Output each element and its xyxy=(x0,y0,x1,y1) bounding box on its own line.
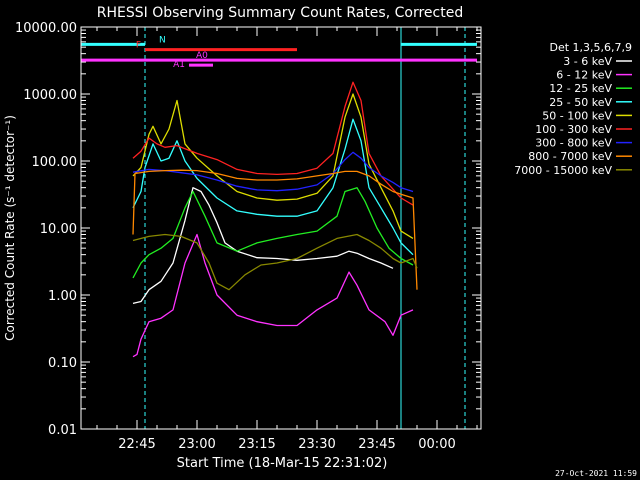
legend-label: 50 - 100 keV xyxy=(542,109,612,122)
series-line xyxy=(132,233,414,358)
y-tick-label: 100.00 xyxy=(32,155,78,170)
series-line xyxy=(132,187,414,279)
legend-header: Det 1,3,5,6,7,9 xyxy=(549,41,632,54)
legend-label: 800 - 7000 keV xyxy=(528,150,612,163)
legend-label: 3 - 6 keV xyxy=(563,55,612,68)
flag-label: A1 xyxy=(173,60,185,70)
series-line xyxy=(132,118,414,256)
legend-label: 300 - 800 keV xyxy=(535,137,612,150)
legend-label: 100 - 300 keV xyxy=(535,123,612,136)
chart-title: RHESSI Observing Summary Count Rates, Co… xyxy=(97,5,463,21)
legend-label: 7000 - 15000 keV xyxy=(514,164,612,177)
flag-label: N xyxy=(159,35,166,45)
y-tick-label: 1000.00 xyxy=(23,88,77,103)
legend-label: 12 - 25 keV xyxy=(549,82,612,95)
series-line xyxy=(132,233,418,291)
y-tick-label: 1.00 xyxy=(48,289,77,304)
legend-label: 6 - 12 keV xyxy=(556,69,612,82)
timestamp: 27-Oct-2021 11:59 xyxy=(555,469,637,478)
series-line xyxy=(132,151,414,193)
series-line xyxy=(132,81,414,206)
y-tick-label: 10000.00 xyxy=(15,21,77,36)
series-line xyxy=(132,93,414,239)
series-line xyxy=(132,187,394,305)
plot-frame xyxy=(80,26,482,430)
x-tick-label: 22:45 xyxy=(118,437,155,452)
x-tick-label: 00:00 xyxy=(418,437,455,452)
x-axis-label: Start Time (18-Mar-15 22:31:02) xyxy=(177,456,388,471)
legend-label: 25 - 50 keV xyxy=(549,96,612,109)
flag-label: F xyxy=(136,41,141,51)
y-tick-label: 10.00 xyxy=(40,222,77,237)
y-tick-label: 0.01 xyxy=(48,423,77,438)
y-tick-label: 0.10 xyxy=(48,356,77,371)
x-tick-label: 23:45 xyxy=(358,437,395,452)
x-tick-label: 23:30 xyxy=(298,437,335,452)
series-line xyxy=(132,169,418,290)
plot-area: 10000.00 1000.00 100.00 10.00 1.00 0.10 0.01 22… xyxy=(15,21,481,452)
x-tick-label: 23:15 xyxy=(238,437,275,452)
y-axis-label: Corrected Count Rate (s⁻¹ detector⁻¹) xyxy=(3,115,17,341)
flag-label: A0 xyxy=(196,51,208,61)
x-tick-label: 23:00 xyxy=(178,437,215,452)
